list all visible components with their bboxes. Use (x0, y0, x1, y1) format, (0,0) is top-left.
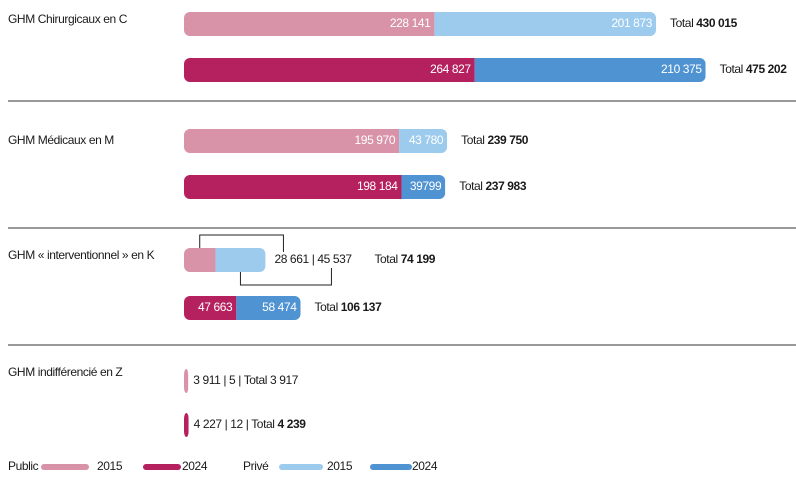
label-part: | (246, 417, 249, 431)
bar-segment (184, 12, 435, 36)
label-part: 45 537 (317, 252, 352, 266)
bar-segment (184, 58, 475, 82)
label-part: | (225, 417, 228, 431)
bar-segment (434, 12, 656, 36)
total-label: Total 237 983 (459, 179, 527, 193)
total-label: Total 430 015 (670, 16, 738, 30)
label-part: 4 227 (194, 417, 223, 431)
category-label: GHM « interventionnel » en K (8, 248, 155, 262)
legend-label: 2015 (327, 459, 353, 473)
label-part: 3 911 (193, 373, 221, 387)
value-label: 4 227 | 12 | Total 4 239 (194, 417, 307, 431)
label-part: Total (374, 252, 397, 266)
value-label: 198 184 (357, 179, 398, 193)
bar-segment (184, 175, 402, 199)
value-label: 228 141 (390, 16, 431, 30)
value-label: 195 970 (355, 133, 396, 147)
total-label: Total 239 750 (461, 133, 529, 147)
label-part: 12 (230, 417, 243, 431)
label-part: Total (314, 300, 337, 314)
label-part: 3 917 (270, 373, 299, 387)
label-part: Total (670, 16, 693, 30)
label-part: Total (461, 133, 484, 147)
label-part: 430 015 (696, 16, 737, 30)
bar-row (184, 58, 706, 82)
legend-group: Public (8, 459, 39, 473)
label-part: 74 199 (401, 252, 436, 266)
bar-row (184, 369, 189, 393)
legend-label: 2024 (182, 459, 208, 473)
bar-segment (399, 129, 448, 153)
label-part: | (223, 373, 226, 387)
bar-row (184, 129, 448, 153)
bar-segment (236, 296, 301, 320)
bar-segment (184, 413, 189, 437)
label-part: 106 137 (341, 300, 382, 314)
label-part: Total (720, 62, 743, 76)
bar-row (184, 12, 656, 36)
callout (239, 268, 332, 286)
label-part: 4 239 (278, 417, 307, 431)
bar-segment (184, 248, 216, 272)
value-label: 58 474 (262, 300, 297, 314)
callout (199, 234, 284, 252)
label-part: 28 661 (274, 252, 309, 266)
total-label: Total 475 202 (720, 62, 788, 76)
legend-label: 2024 (412, 459, 438, 473)
label-part: 5 (229, 373, 236, 387)
bar-row (184, 175, 446, 199)
value-label: 3 911 | 5 | Total 3 917 (193, 373, 298, 387)
bar-row (184, 248, 266, 272)
bar-row (184, 413, 189, 437)
value-label: 47 663 (198, 300, 233, 314)
label-part: Total (251, 417, 274, 431)
label-part: 239 750 (487, 133, 528, 147)
legend-label: 2015 (97, 459, 123, 473)
bar-segment (184, 129, 400, 153)
value-label: 264 827 (430, 62, 471, 76)
value-label: 28 661 | 45 537 (274, 252, 352, 266)
value-label: 210 375 (661, 62, 702, 76)
label-part: | (238, 373, 241, 387)
value-label: 201 873 (611, 16, 652, 30)
legend-group: Privé (243, 459, 269, 473)
label-part: | (312, 252, 315, 266)
label-part: 237 983 (486, 179, 527, 193)
bar-segment (401, 175, 446, 199)
category-label: GHM indifférencié en Z (8, 365, 122, 379)
bar-segment (184, 296, 237, 320)
label-part: Total (244, 373, 267, 387)
value-label: 39799 (410, 179, 442, 193)
label-part: 475 202 (746, 62, 787, 76)
total-label: Total 74 199 (374, 252, 435, 266)
label-part: Total (459, 179, 482, 193)
category-label: GHM Chirurgicaux en C (8, 12, 128, 26)
total-label: Total 106 137 (314, 300, 382, 314)
bar-segment (215, 248, 266, 272)
category-label: GHM Médicaux en M (8, 133, 114, 147)
bar-segment (474, 58, 706, 82)
bar-row (184, 296, 301, 320)
value-label: 43 780 (409, 133, 444, 147)
bar-segment (184, 369, 189, 393)
